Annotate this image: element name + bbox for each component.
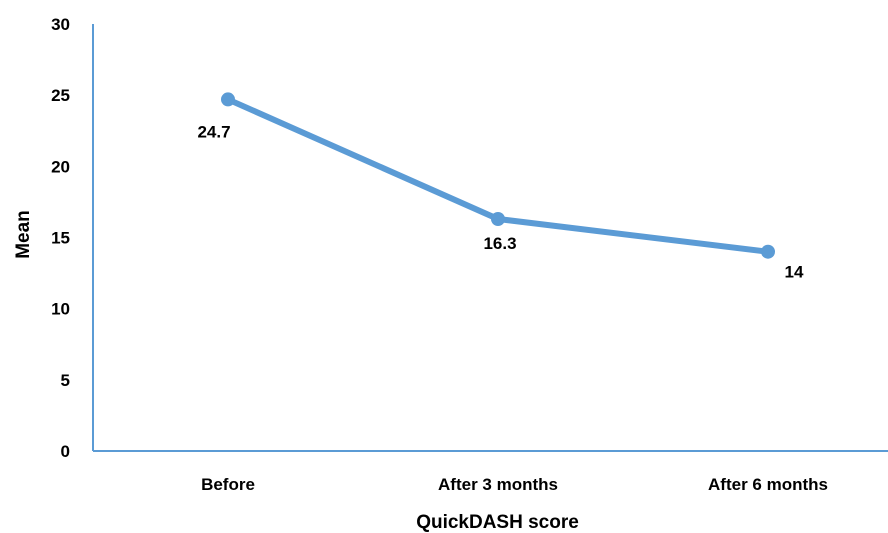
data-labels: 24.7 16.3 14 (197, 122, 804, 281)
series-layer (221, 92, 775, 259)
x-tick-label: After 6 months (708, 475, 828, 494)
data-label: 14 (785, 263, 804, 282)
x-tick-label: After 3 months (438, 475, 558, 494)
y-tick-label: 15 (51, 229, 70, 248)
y-tick-label: 5 (61, 371, 70, 390)
x-tick-label: Before (201, 475, 255, 494)
y-tick-labels: 0 5 10 15 20 25 30 (51, 15, 70, 461)
x-tick-labels: Before After 3 months After 6 months (201, 475, 828, 494)
data-point (221, 92, 235, 107)
axes (92, 24, 888, 452)
series-line (225, 96, 771, 255)
y-tick-label: 0 (61, 442, 70, 461)
data-point (491, 211, 505, 226)
y-tick-label: 30 (51, 15, 70, 34)
y-tick-label: 10 (51, 300, 70, 319)
data-point (761, 244, 775, 259)
data-label: 24.7 (197, 122, 230, 141)
data-label: 16.3 (483, 234, 516, 253)
y-tick-label: 20 (51, 157, 70, 176)
x-axis-title: QuickDASH score (416, 512, 579, 533)
y-axis-title: Mean (13, 210, 34, 259)
y-tick-label: 25 (51, 86, 70, 105)
